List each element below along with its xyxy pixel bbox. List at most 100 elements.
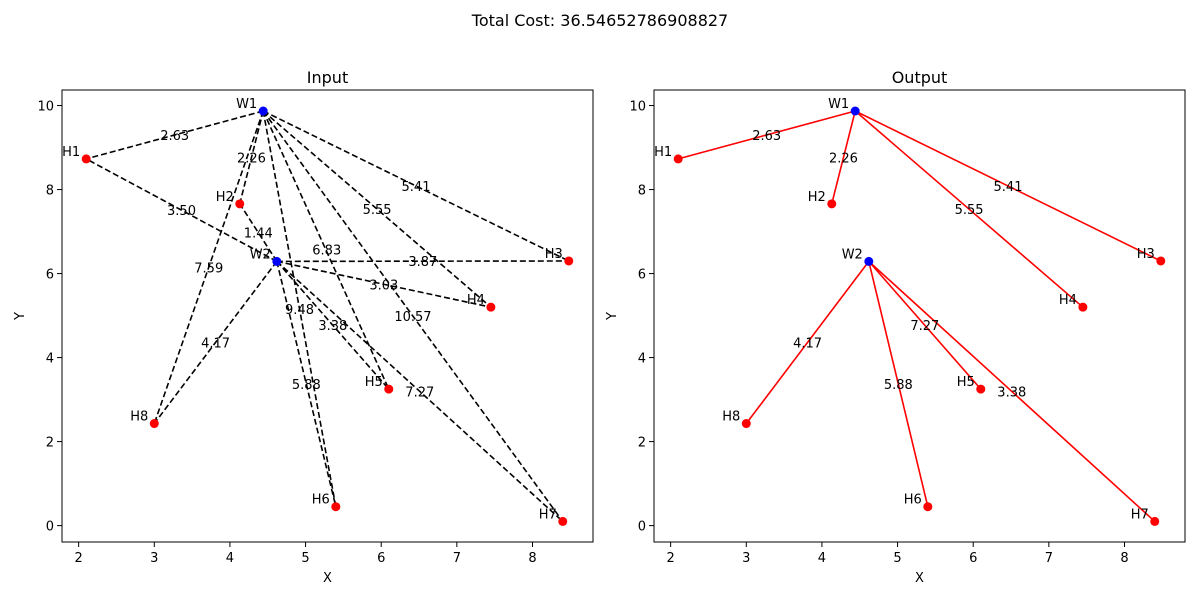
node-label-h2: H2 xyxy=(216,190,234,205)
x-tick-label: 7 xyxy=(1045,551,1053,566)
edge-w1-h2 xyxy=(238,110,264,205)
node-label-h7: H7 xyxy=(1131,507,1149,522)
y-tick-label: 10 xyxy=(37,100,54,115)
y-tick-label: 10 xyxy=(629,100,646,115)
edge-label: 2.63 xyxy=(752,129,781,144)
x-tick-label: 8 xyxy=(1120,551,1128,566)
edge-w1-h2 xyxy=(830,110,856,205)
edge-label: 6.83 xyxy=(312,244,341,259)
edge-label: 3.03 xyxy=(369,278,398,293)
node-h8 xyxy=(149,419,159,429)
node-h1 xyxy=(81,154,91,164)
x-tick-label: 4 xyxy=(818,551,826,566)
x-tick-label: 4 xyxy=(226,551,234,566)
node-label-w2: W2 xyxy=(842,247,863,262)
edge-w2-h6 xyxy=(276,261,337,507)
y-tick-label: 0 xyxy=(638,520,646,535)
node-h2 xyxy=(827,199,837,209)
edge-w1-h1 xyxy=(85,110,264,160)
edge-label: 3.50 xyxy=(167,204,196,219)
node-h3 xyxy=(1156,256,1166,266)
y-tick-label: 8 xyxy=(46,184,54,199)
edge-w2-h5 xyxy=(868,260,982,390)
node-h5 xyxy=(384,384,394,394)
node-h1 xyxy=(673,154,683,164)
node-label-h2: H2 xyxy=(808,190,826,205)
panel-title: Output xyxy=(892,68,948,87)
x-tick-label: 5 xyxy=(301,551,309,566)
edge-label: 7.59 xyxy=(194,261,223,276)
node-label-w1: W1 xyxy=(236,97,257,112)
node-label-h3: H3 xyxy=(1137,247,1155,262)
edge-w1-h4 xyxy=(262,110,492,308)
edge-label: 3.38 xyxy=(997,385,1026,400)
node-w1 xyxy=(850,106,860,116)
edge-label: 4.17 xyxy=(793,336,822,351)
edge-w2-h2 xyxy=(239,203,278,262)
edge-label: 10.57 xyxy=(394,310,431,325)
y-tick-label: 2 xyxy=(638,436,646,451)
y-tick-label: 4 xyxy=(46,352,54,367)
node-label-h6: H6 xyxy=(312,493,330,508)
y-axis-label: Y xyxy=(13,312,28,321)
x-axis-label: X xyxy=(323,571,332,586)
x-tick-label: 3 xyxy=(150,551,158,566)
node-w2 xyxy=(272,256,282,266)
edge-w1-h5 xyxy=(262,110,390,390)
figure-title: Total Cost: 36.54652786908827 xyxy=(471,11,728,30)
node-h8 xyxy=(741,419,751,429)
node-h7 xyxy=(1150,516,1160,526)
node-label-h3: H3 xyxy=(545,247,563,262)
edge-w2-h8 xyxy=(745,260,870,425)
x-axis-label: X xyxy=(915,571,924,586)
y-tick-label: 6 xyxy=(46,268,54,283)
x-tick-label: 2 xyxy=(75,551,83,566)
x-tick-label: 8 xyxy=(528,551,536,566)
edge-w2-h1 xyxy=(85,158,278,263)
node-label-h6: H6 xyxy=(904,493,922,508)
edge-label: 7.27 xyxy=(910,319,939,334)
edge-w2-h7 xyxy=(868,260,1156,523)
node-h5 xyxy=(976,384,986,394)
edge-w2-h4 xyxy=(276,260,492,308)
x-tick-label: 2 xyxy=(667,551,675,566)
node-label-h8: H8 xyxy=(722,410,740,425)
edge-label: 5.55 xyxy=(363,203,392,218)
node-h7 xyxy=(558,516,568,526)
node-label-h5: H5 xyxy=(365,375,383,390)
node-h6 xyxy=(923,502,933,512)
edge-label: 5.55 xyxy=(955,203,984,218)
input-panel: Input 2.63 2.26 5.41 5.55 9.48 10.57 7.59 3.50 1.… xyxy=(13,68,594,586)
axes-frame xyxy=(653,89,1186,543)
node-label-h5: H5 xyxy=(957,375,975,390)
edge-w1-h8 xyxy=(153,110,264,424)
node-h2 xyxy=(235,199,245,209)
y-tick-label: 4 xyxy=(638,352,646,367)
node-h4 xyxy=(1078,302,1088,312)
edge-w1-h3 xyxy=(262,110,570,262)
y-axis-label: Y xyxy=(605,312,620,321)
edge-w2-h5 xyxy=(276,260,390,390)
edge-w2-h6 xyxy=(868,261,929,507)
node-w1 xyxy=(258,106,268,116)
edge-label: 5.41 xyxy=(402,180,431,195)
edge-label: 2.26 xyxy=(237,151,266,166)
edge-label: 4.17 xyxy=(201,336,230,351)
node-label-w1: W1 xyxy=(828,97,849,112)
node-label-h4: H4 xyxy=(467,293,485,308)
node-h3 xyxy=(564,256,574,266)
edge-w1-h4 xyxy=(854,110,1084,308)
x-tick-label: 6 xyxy=(969,551,977,566)
output-panel: Output 2.63 2.26 5.41 5.55 7.27 5.88 3.38 4.17 W1… xyxy=(605,68,1186,586)
panel-title: Input xyxy=(307,68,348,87)
edge-label: 2.63 xyxy=(160,129,189,144)
edge-w1-h6 xyxy=(262,110,337,507)
node-w2 xyxy=(864,256,874,266)
node-label-h1: H1 xyxy=(654,145,672,160)
y-tick-label: 0 xyxy=(46,520,54,535)
edge-label: 3.87 xyxy=(408,255,437,270)
node-label-h4: H4 xyxy=(1059,293,1077,308)
edge-label: 5.88 xyxy=(884,378,913,393)
axes-frame xyxy=(61,89,594,543)
